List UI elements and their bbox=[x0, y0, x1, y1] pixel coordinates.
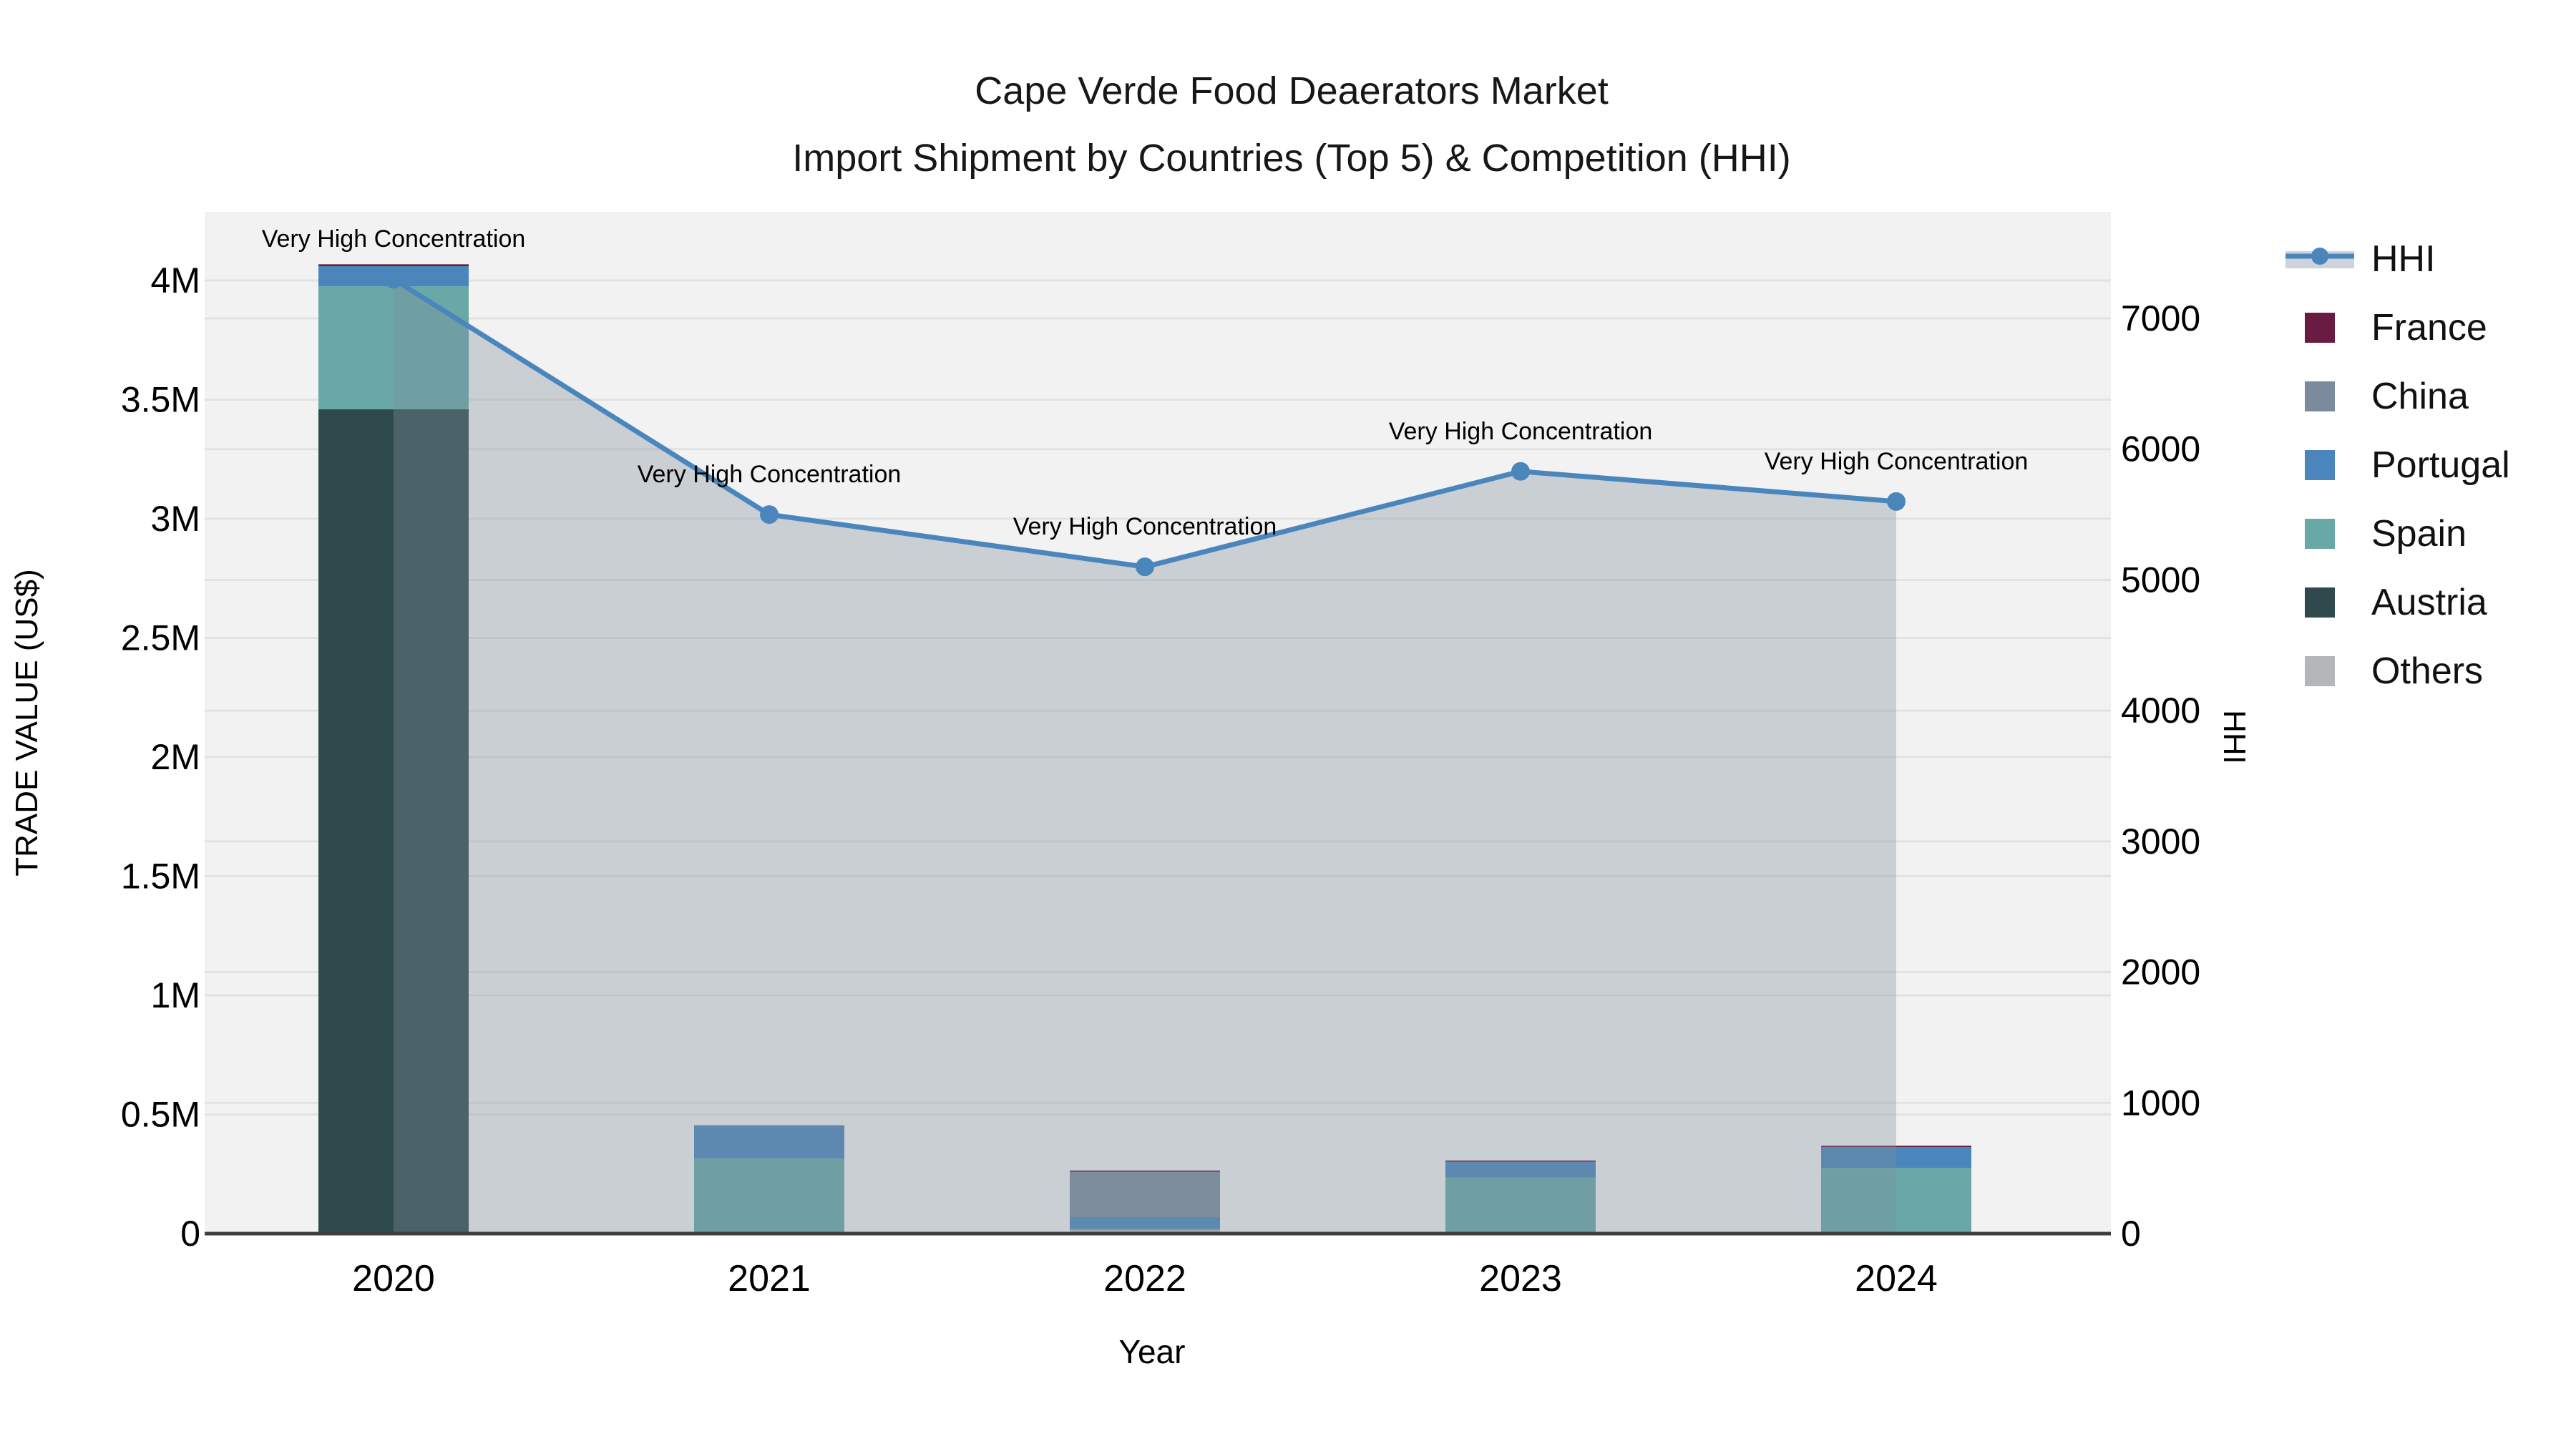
right-tick-5000: 5000 bbox=[2121, 560, 2200, 600]
bar-segment-spain-2022 bbox=[1070, 1229, 1220, 1231]
bar-segment-spain-2024 bbox=[1821, 1168, 1971, 1233]
left-tick-1M: 1M bbox=[151, 975, 200, 1015]
legend-label: Portugal bbox=[2371, 444, 2510, 486]
annotation-2021: Very High Concentration bbox=[638, 461, 902, 488]
hhi-marker-2021 bbox=[760, 505, 779, 525]
color-swatch-icon bbox=[2305, 656, 2335, 686]
x-axis-title: Year bbox=[1119, 1333, 1186, 1370]
legend-label: HHI bbox=[2371, 238, 2436, 280]
color-swatch-icon bbox=[2305, 313, 2335, 343]
hhi-marker-2020 bbox=[384, 270, 403, 289]
left-tick-1.5M: 1.5M bbox=[121, 857, 200, 897]
color-swatch-icon bbox=[2305, 450, 2335, 480]
left-tick-0: 0 bbox=[180, 1214, 200, 1254]
hhi-marker-2023 bbox=[1511, 462, 1530, 481]
legend-swatch-spain bbox=[2284, 519, 2356, 549]
legend-swatch-austria bbox=[2284, 587, 2356, 618]
hhi-marker-2024 bbox=[1887, 492, 1906, 511]
x-tick-2023: 2023 bbox=[1479, 1258, 1562, 1299]
left-tick-2.5M: 2.5M bbox=[121, 618, 200, 658]
color-swatch-icon bbox=[2305, 519, 2335, 549]
chart-title-line2: Import Shipment by Countries (Top 5) & C… bbox=[792, 137, 1791, 180]
annotation-2022: Very High Concentration bbox=[1013, 513, 1277, 540]
annotation-2024: Very High Concentration bbox=[1765, 448, 2029, 475]
left-tick-0.5M: 0.5M bbox=[121, 1095, 200, 1135]
chart-title: Cape Verde Food Deaerators Market Import… bbox=[0, 57, 2576, 192]
left-tick-4M: 4M bbox=[151, 260, 200, 301]
right-tick-1000: 1000 bbox=[2121, 1083, 2200, 1123]
legend-label: Spain bbox=[2371, 513, 2467, 555]
legend-label: China bbox=[2371, 376, 2469, 417]
x-tick-2024: 2024 bbox=[1855, 1258, 1938, 1299]
y-axis-title-right: HHI bbox=[2217, 710, 2252, 764]
bar-segment-france-2020 bbox=[318, 264, 469, 267]
bar-segment-portugal-2023 bbox=[1445, 1161, 1596, 1178]
legend-item-others: Others bbox=[2284, 637, 2510, 706]
bar-segment-spain-2020 bbox=[318, 286, 469, 409]
legend-item-china: China bbox=[2284, 362, 2510, 431]
bar-segment-austria-2020 bbox=[318, 409, 469, 1234]
legend-item-france: France bbox=[2284, 293, 2510, 362]
x-tick-2021: 2021 bbox=[728, 1258, 811, 1299]
hhi-line-icon bbox=[2284, 243, 2356, 275]
legend-swatch-china bbox=[2284, 381, 2356, 411]
legend-swatch-france bbox=[2284, 313, 2356, 343]
bar-segment-portugal-2021 bbox=[694, 1125, 844, 1159]
legend-item-portugal: Portugal bbox=[2284, 431, 2510, 499]
bar-segment-france-2022 bbox=[1070, 1170, 1220, 1172]
legend-label: Others bbox=[2371, 650, 2484, 692]
bar-segment-china-2022 bbox=[1070, 1171, 1220, 1218]
bar-segment-portugal-2022 bbox=[1070, 1217, 1220, 1229]
left-tick-2M: 2M bbox=[151, 737, 200, 777]
bar-segment-spain-2021 bbox=[694, 1158, 844, 1234]
plot-background bbox=[205, 212, 2111, 1234]
right-tick-3000: 3000 bbox=[2121, 821, 2200, 862]
color-swatch-icon bbox=[2305, 381, 2335, 411]
right-tick-0: 0 bbox=[2121, 1214, 2141, 1254]
legend-item-spain: Spain bbox=[2284, 499, 2510, 568]
bar-segment-france-2023 bbox=[1445, 1160, 1596, 1162]
legend-item-hhi: HHI bbox=[2284, 225, 2510, 293]
hhi-marker-2022 bbox=[1136, 557, 1154, 577]
legend-swatch-portugal bbox=[2284, 450, 2356, 480]
right-tick-7000: 7000 bbox=[2121, 298, 2200, 338]
left-tick-3.5M: 3.5M bbox=[121, 380, 200, 420]
color-swatch-icon bbox=[2305, 587, 2335, 618]
x-tick-2022: 2022 bbox=[1103, 1258, 1186, 1299]
right-tick-6000: 6000 bbox=[2121, 429, 2200, 469]
legend-label: France bbox=[2371, 307, 2487, 348]
legend-label: Austria bbox=[2371, 582, 2487, 623]
right-tick-2000: 2000 bbox=[2121, 952, 2200, 992]
annotation-2023: Very High Concentration bbox=[1389, 418, 1653, 445]
left-tick-3M: 3M bbox=[151, 499, 200, 539]
x-tick-2020: 2020 bbox=[352, 1258, 435, 1299]
legend-item-austria: Austria bbox=[2284, 568, 2510, 637]
chart-title-line1: Cape Verde Food Deaerators Market bbox=[975, 69, 1609, 112]
bar-segment-portugal-2024 bbox=[1821, 1147, 1971, 1169]
legend: HHI France China Portugal Spain Austria Others bbox=[2284, 225, 2510, 706]
y-axis-title-left: TRADE VALUE (US$) bbox=[9, 569, 44, 877]
legend-swatch-others bbox=[2284, 656, 2356, 686]
annotation-2020: Very High Concentration bbox=[262, 225, 526, 253]
bar-segment-spain-2023 bbox=[1445, 1177, 1596, 1234]
right-tick-4000: 4000 bbox=[2121, 691, 2200, 731]
bar-segment-france-2024 bbox=[1821, 1146, 1971, 1148]
